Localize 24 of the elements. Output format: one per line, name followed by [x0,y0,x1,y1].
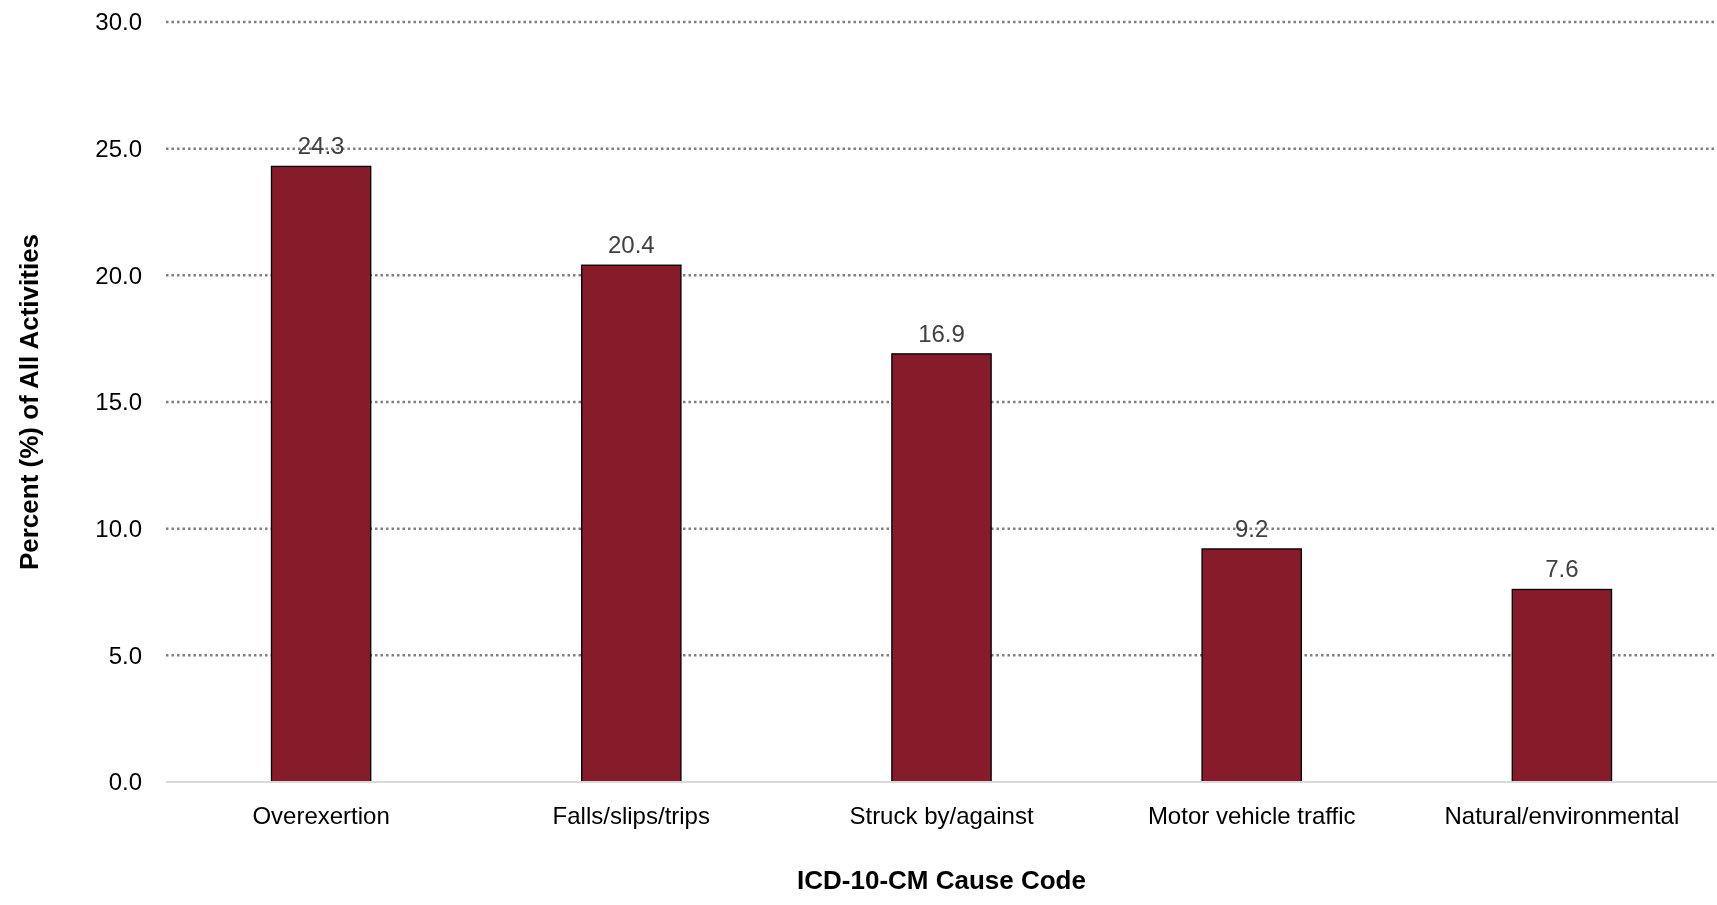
x-tick-label: Falls/slips/trips [552,802,710,829]
bar [1201,548,1302,783]
y-axis-title: Percent (%) of All Activities [14,233,44,571]
y-tick-label: 30.0 [95,8,142,36]
y-tick-label: 5.0 [108,641,142,669]
bar [270,165,372,783]
y-tick-label: 15.0 [95,388,142,416]
x-axis-title: ICD-10-CM Cause Code [797,865,1086,895]
bar [581,264,682,783]
y-tick-label: 10.0 [95,515,142,543]
x-tick-label: Natural/environmental [1444,802,1680,829]
x-tick-label: Motor vehicle traffic [1147,802,1356,829]
bar [1511,588,1613,783]
data-label: 20.4 [607,231,655,259]
bar [891,353,992,783]
y-tick-label: 0.0 [108,768,142,796]
data-label: 7.6 [1545,555,1579,583]
y-tick-label: 25.0 [95,135,142,163]
y-tick-label: 20.0 [95,261,142,289]
x-tick-label: Struck by/against [849,802,1034,829]
data-label: 16.9 [918,319,965,347]
data-label: 9.2 [1235,514,1269,542]
data-label: 24.3 [297,132,345,160]
x-tick-label: Overexertion [252,802,390,829]
